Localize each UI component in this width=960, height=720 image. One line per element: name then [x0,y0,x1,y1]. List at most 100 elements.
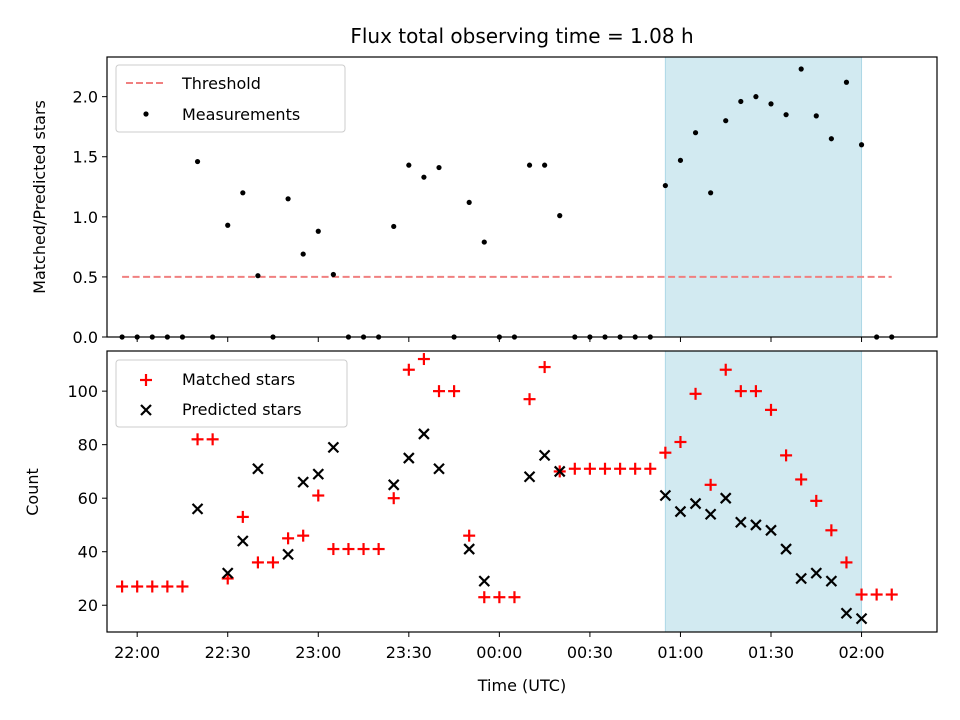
matched-star-marker [689,387,702,400]
predicted-star-marker-b [765,524,777,537]
matched-star-marker [840,556,853,569]
matched-star-marker [870,588,883,601]
top-panel-xticks [136,337,863,342]
measurement-point [662,182,668,189]
x-tick-label: 02:00 [838,643,884,662]
measurement-point [723,118,729,124]
predicted-star-marker-b [523,471,536,483]
predicted-star-marker-b [403,452,415,464]
x-tick-label: 00:30 [567,643,613,662]
matched-star-marker [704,478,717,491]
predicted-star-marker [237,535,249,547]
predicted-star-marker-b [237,535,249,547]
legend-predicted-label: Predicted stars [182,400,302,419]
measurement-point [813,113,819,119]
measurement-point [783,112,789,118]
measurement-point [828,136,834,142]
matched-star-marker [508,591,521,604]
predicted-star-marker-b [312,468,325,480]
predicted-star-marker-b [704,508,717,521]
measurement-point [406,162,412,168]
matched-star-marker [855,588,868,601]
top-panel-ylabel: Matched/Predicted stars [30,100,49,294]
matched-star-marker [206,433,219,446]
predicted-star-marker [780,543,792,555]
predicted-star-marker [795,572,807,585]
predicted-star-marker-b [840,607,853,620]
x-tick-label: 22:00 [114,643,160,662]
predicted-star-marker [523,471,536,483]
matched-star-marker [146,580,159,593]
predicted-star-marker-b [674,505,687,518]
x-tick-label: 01:00 [657,643,703,662]
matched-star-marker [297,529,310,542]
top-panel-frame [106,56,938,338]
matched-star-marker [448,385,461,398]
y-tick-label: 1.5 [73,148,98,167]
predicted-star-marker-b [780,543,792,555]
matched-star-marker [402,363,415,376]
legend-threshold-label: Threshold [181,74,261,93]
matched-star-marker [780,449,793,462]
predicted-star-marker [418,428,430,440]
bottom-panel-yaxis: 20 40 60 80 100 [67,382,107,615]
predicted-star-marker-b [689,497,702,510]
predicted-star-marker-b [659,489,672,502]
predicted-star-marker-b [327,441,340,454]
matched-star-marker [236,510,249,523]
matched-star-marker [583,462,596,475]
matched-star-marker [342,543,355,556]
x-tick-label: 23:30 [386,643,432,662]
measurement-point [753,94,759,100]
top-panel: 0.00.51.01.52.0 Matched/Predicted stars … [30,56,938,347]
matched-star-marker [674,435,687,448]
measurement-point [708,190,714,196]
measurement-point [225,222,231,228]
predicted-star-marker-b [538,449,551,462]
predicted-star-marker-b [191,503,204,515]
predicted-star-marker-b [810,567,823,579]
predicted-star-marker [840,607,853,620]
measurement-point [677,157,684,163]
predicted-star-marker [674,505,687,518]
x-axis-label: Time (UTC) [477,676,566,695]
predicted-star-marker [719,492,732,504]
predicted-star-marker [855,612,868,625]
measurement-point [300,251,306,257]
predicted-star-marker [825,575,838,587]
matched-star-marker [417,353,430,366]
top-legend: Threshold Measurements [115,64,346,133]
y-tick-label: 100 [67,382,98,401]
predicted-star-marker [252,462,264,475]
shaded-interval [664,56,863,338]
matched-star-marker [387,492,400,505]
matched-star-marker [493,591,506,604]
top-panel-shade [664,56,863,338]
y-tick-label: 0.5 [73,268,98,287]
matched-star-marker [372,543,385,556]
measurement-point [481,239,487,245]
matched-star-marker [614,462,627,475]
matched-star-marker [131,580,144,593]
predicted-star-marker-b [719,492,732,504]
measurement-point [391,223,397,230]
matched-star-marker [176,580,189,593]
predicted-star-marker [191,503,204,515]
y-tick-label: 40 [78,543,98,562]
x-tick-label: 01:30 [748,643,794,662]
matched-star-marker [795,473,808,486]
predicted-star-marker-b [297,476,309,488]
bottom-panel-ylabel: Count [23,468,42,516]
predicted-star-marker [810,567,823,579]
predicted-star-marker [553,465,566,478]
predicted-star-marker [282,548,294,561]
chart-title: Flux total observing time = 1.08 h [350,24,693,48]
measurement-point [315,228,321,234]
top-panel-yaxis: 0.0 0.5 1.0 1.5 2.0 [73,88,107,347]
measurement-point [285,196,291,202]
legend-matched-label: Matched stars [182,370,295,389]
y-tick-label: 1.0 [73,208,98,227]
matched-star-marker [327,543,340,556]
matched-star-marker [161,580,174,593]
